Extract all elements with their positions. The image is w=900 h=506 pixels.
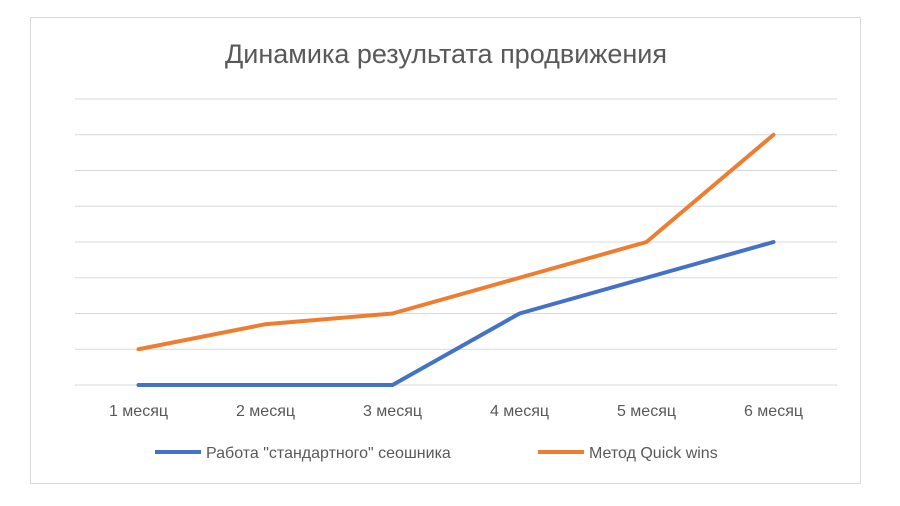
series-line-1 bbox=[136, 240, 776, 387]
x-tick-label: 6 месяц bbox=[744, 403, 803, 420]
x-tick-label: 5 месяц bbox=[617, 403, 676, 420]
legend-label-1: Работа "стандартного" сеошника bbox=[206, 445, 451, 462]
x-tick-label: 1 месяц bbox=[109, 403, 168, 420]
x-tick-label: 3 месяц bbox=[363, 403, 422, 420]
series-lines bbox=[136, 132, 776, 387]
x-axis-tick-labels: 1 месяц 2 месяц 3 месяц 4 месяц 5 месяц 6 мес… bbox=[109, 403, 803, 420]
series-line-2 bbox=[136, 132, 776, 352]
chart-title: Динамика результата продвижения bbox=[225, 39, 667, 69]
legend: Работа "стандартного" сеошника Метод Quic… bbox=[155, 445, 718, 462]
chart-frame bbox=[30, 17, 861, 484]
gridlines bbox=[75, 98, 837, 386]
legend-label-2: Метод Quick wins bbox=[589, 445, 718, 462]
x-tick-label: 2 месяц bbox=[236, 403, 295, 420]
x-tick-label: 4 месяц bbox=[490, 403, 549, 420]
